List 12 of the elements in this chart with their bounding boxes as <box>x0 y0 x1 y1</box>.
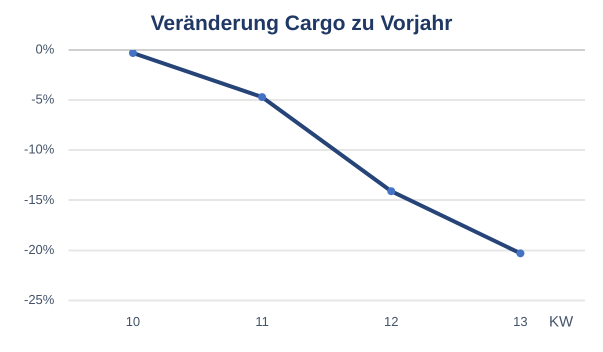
chart-title: Veränderung Cargo zu Vorjahr <box>150 12 454 36</box>
x-tick-label: 13 <box>513 314 528 329</box>
x-tick-label: 10 <box>126 314 140 329</box>
x-axis-title: KW <box>549 314 574 331</box>
y-tick-label: -5% <box>31 92 55 107</box>
y-tick-label: -20% <box>24 242 55 257</box>
y-tick-label: -15% <box>24 192 55 207</box>
y-tick-label: -10% <box>24 142 55 157</box>
y-tick-label: -25% <box>24 292 55 307</box>
y-tick-label: 0% <box>36 42 55 57</box>
x-tick-label: 12 <box>384 314 398 329</box>
x-tick-label: 11 <box>255 314 269 329</box>
